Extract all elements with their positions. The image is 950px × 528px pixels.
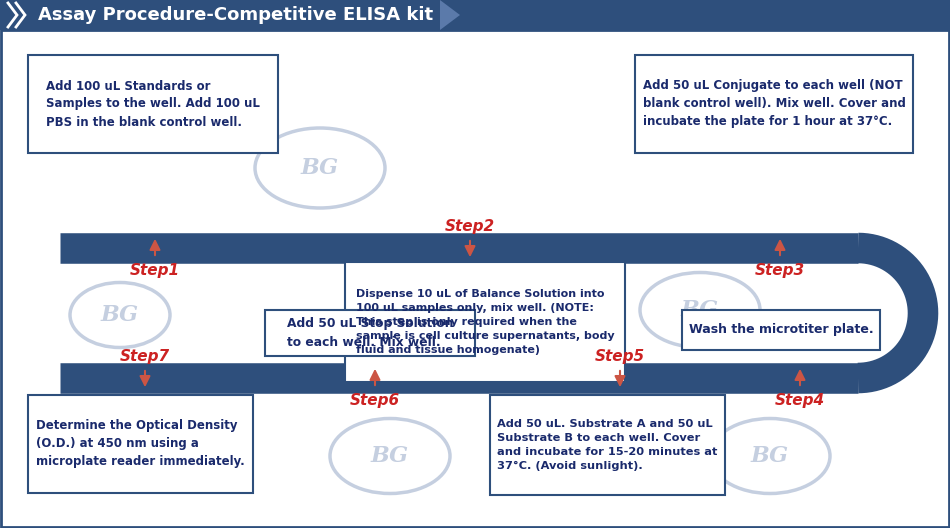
Text: Dispense 10 uL of Balance Solution into
100 uL samples only, mix well. (NOTE:
Th: Dispense 10 uL of Balance Solution into … [355,289,615,355]
Polygon shape [0,0,950,30]
Text: BG: BG [101,304,139,326]
Text: Add 50 uL Stop Solution
to each well. Mix well.: Add 50 uL Stop Solution to each well. Mi… [287,317,453,348]
FancyBboxPatch shape [635,55,913,153]
Text: Wash the microtiter plate.: Wash the microtiter plate. [689,324,873,336]
FancyBboxPatch shape [345,262,625,382]
Text: BG: BG [750,445,789,467]
FancyBboxPatch shape [28,395,253,493]
Text: Step1: Step1 [130,263,180,278]
FancyBboxPatch shape [682,310,880,350]
Text: Assay Procedure-Competitive ELISA kit: Assay Procedure-Competitive ELISA kit [38,6,433,24]
Polygon shape [440,0,460,30]
Text: Step7: Step7 [120,349,170,364]
FancyBboxPatch shape [490,395,725,495]
FancyBboxPatch shape [265,310,475,356]
Text: BG: BG [681,299,719,321]
Text: BG: BG [301,157,339,179]
Polygon shape [1,30,949,527]
Text: Step5: Step5 [595,349,645,364]
Text: Add 50 uL Conjugate to each well (NOT
blank control well). Mix well. Cover and
i: Add 50 uL Conjugate to each well (NOT bl… [642,80,905,128]
Polygon shape [0,0,460,30]
Text: BG: BG [370,445,409,467]
Text: BG: BG [471,309,509,331]
Text: Step4: Step4 [775,393,825,408]
Text: Step6: Step6 [350,393,400,408]
Text: Add 50 uL. Substrate A and 50 uL
Substrate B to each well. Cover
and incubate fo: Add 50 uL. Substrate A and 50 uL Substra… [497,419,717,471]
Text: Add 100 uL Standards or
Samples to the well. Add 100 uL
PBS in the blank control: Add 100 uL Standards or Samples to the w… [46,80,260,128]
FancyBboxPatch shape [28,55,278,153]
Text: Step3: Step3 [755,263,805,278]
Text: Determine the Optical Density
(O.D.) at 450 nm using a
microplate reader immedia: Determine the Optical Density (O.D.) at … [36,420,245,468]
Text: Step2: Step2 [445,219,495,234]
